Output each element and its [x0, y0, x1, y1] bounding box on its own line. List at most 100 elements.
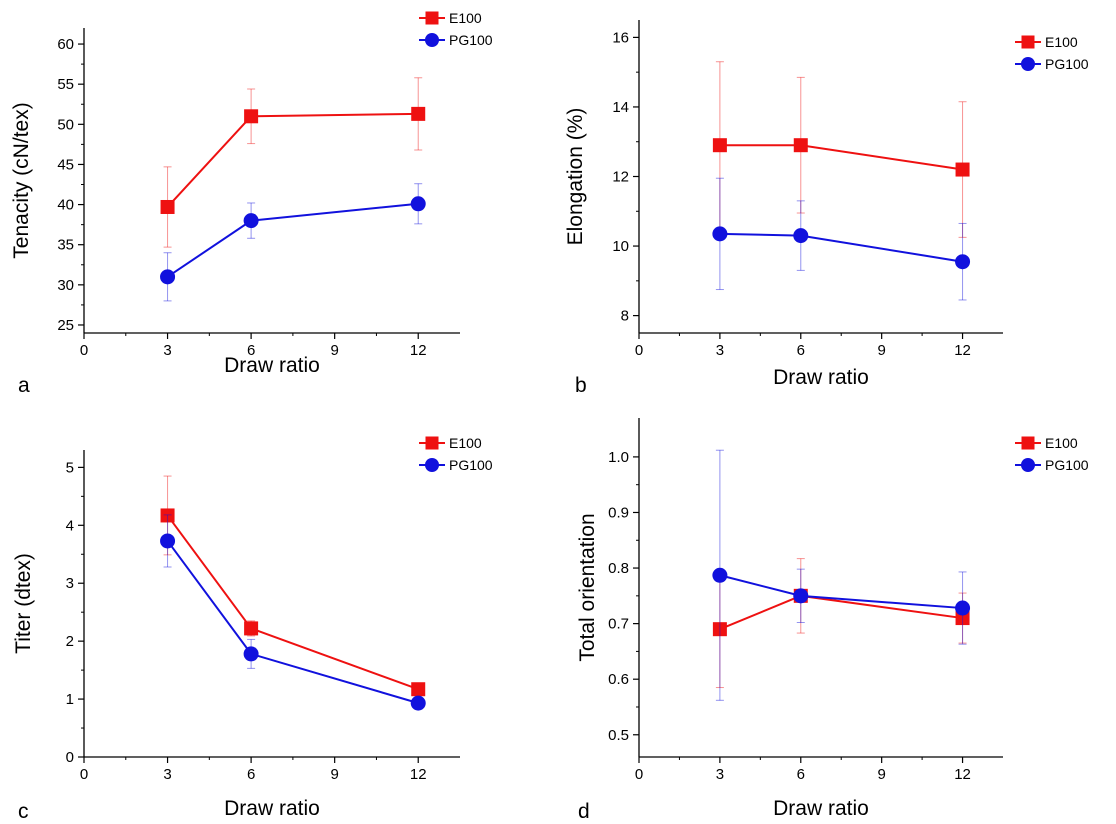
x-tick-label: 3 — [163, 766, 171, 783]
legend-label: PG100 — [449, 457, 493, 473]
x-tick-label: 12 — [410, 766, 427, 783]
x-tick-label: 0 — [635, 766, 643, 783]
legend: E100 PG100 — [1015, 435, 1089, 473]
series-line — [166, 514, 419, 691]
x-tick-label: 3 — [716, 342, 724, 359]
legend: E100 PG100 — [419, 10, 493, 48]
series-E100 — [160, 77, 426, 248]
x-tick-label: 6 — [797, 342, 805, 359]
y-tick-label: 3 — [66, 575, 74, 592]
x-tick-label: 12 — [954, 766, 971, 783]
legend-label: E100 — [449, 10, 482, 26]
data-point — [411, 106, 426, 121]
data-point — [243, 213, 259, 229]
series-line — [719, 594, 963, 631]
x-tick-label: 6 — [247, 342, 255, 359]
series-PG100 — [712, 449, 971, 701]
x-tick-label: 9 — [330, 766, 338, 783]
x-tick-label: 12 — [954, 342, 971, 359]
legend-label: PG100 — [1045, 56, 1089, 72]
panel-label: c — [18, 800, 29, 823]
y-tick-label: 50 — [57, 116, 74, 133]
x-axis-label: Draw ratio — [224, 797, 320, 820]
series-PG100 — [160, 514, 426, 711]
legend-label: E100 — [449, 435, 482, 451]
legend: E100 PG100 — [1015, 34, 1089, 72]
x-tick-label: 6 — [797, 766, 805, 783]
y-tick-label: 0.7 — [608, 616, 629, 633]
series-line — [166, 202, 419, 278]
y-tick-label: 2 — [66, 633, 74, 650]
data-point — [793, 138, 808, 153]
x-tick-label: 0 — [80, 766, 88, 783]
legend-marker — [425, 458, 439, 472]
y-tick-label: 5 — [66, 459, 74, 476]
series-PG100 — [160, 183, 426, 302]
series-line — [719, 232, 963, 263]
series-E100 — [712, 61, 970, 238]
x-tick-label: 3 — [163, 342, 171, 359]
y-tick-label: 40 — [57, 197, 74, 214]
data-point — [712, 622, 727, 637]
legend-marker — [1021, 458, 1035, 472]
y-tick-label: 60 — [57, 36, 74, 53]
data-point — [410, 695, 426, 711]
y-tick-label: 0.5 — [608, 727, 629, 744]
x-axis-label: Draw ratio — [773, 366, 869, 389]
data-point — [793, 588, 809, 604]
y-tick-label: 0 — [66, 749, 74, 766]
legend-marker — [1021, 436, 1035, 450]
series-E100 — [712, 558, 970, 689]
x-axis-label: Draw ratio — [224, 354, 320, 377]
legend-label: PG100 — [1045, 457, 1089, 473]
y-tick-label: 14 — [612, 99, 629, 116]
y-tick-label: 10 — [612, 238, 629, 255]
panel-label: d — [578, 800, 590, 823]
x-tick-label: 0 — [80, 342, 88, 359]
y-tick-label: 4 — [66, 517, 74, 534]
y-tick-label: 0.8 — [608, 560, 629, 577]
x-tick-label: 12 — [410, 342, 427, 359]
y-tick-label: 0.6 — [608, 671, 629, 688]
y-tick-label: 8 — [621, 308, 629, 325]
y-tick-label: 35 — [57, 237, 74, 254]
data-point — [160, 533, 176, 549]
x-tick-label: 6 — [247, 766, 255, 783]
x-tick-label: 9 — [330, 342, 338, 359]
y-axis-label: Titer (dtex) — [12, 553, 35, 654]
data-point — [411, 682, 426, 697]
x-tick-label: 0 — [635, 342, 643, 359]
x-tick-label: 3 — [716, 766, 724, 783]
y-tick-label: 1.0 — [608, 449, 629, 466]
legend-marker — [425, 11, 439, 25]
series-E100 — [160, 475, 426, 697]
data-point — [955, 254, 971, 270]
data-point — [712, 567, 728, 583]
y-tick-label: 16 — [612, 29, 629, 46]
data-point — [160, 199, 175, 214]
y-axis-label: Tenacity (cN/tex) — [10, 102, 33, 258]
y-axis-label: Total orientation — [576, 513, 599, 661]
series-line — [166, 112, 419, 208]
y-tick-label: 12 — [612, 169, 629, 186]
legend-label: E100 — [1045, 435, 1078, 451]
legend-marker — [425, 33, 439, 47]
x-tick-label: 9 — [877, 342, 885, 359]
legend-label: E100 — [1045, 34, 1078, 50]
data-point — [160, 269, 176, 285]
legend-label: PG100 — [449, 32, 493, 48]
y-axis-label: Elongation (%) — [564, 108, 587, 246]
legend-marker — [425, 436, 439, 450]
data-point — [244, 621, 259, 636]
y-tick-label: 55 — [57, 76, 74, 93]
data-point — [160, 508, 175, 523]
y-tick-label: 45 — [57, 156, 74, 173]
chart-panel-d: 0 3 6 9 12 0.5 0.6 0.7 0.8 0.9 1.0 Draw ratio Total … — [576, 418, 1089, 823]
data-point — [244, 109, 259, 124]
y-tick-label: 30 — [57, 277, 74, 294]
panel-label: b — [575, 374, 587, 397]
x-axis-label: Draw ratio — [773, 797, 869, 820]
data-point — [243, 646, 259, 662]
